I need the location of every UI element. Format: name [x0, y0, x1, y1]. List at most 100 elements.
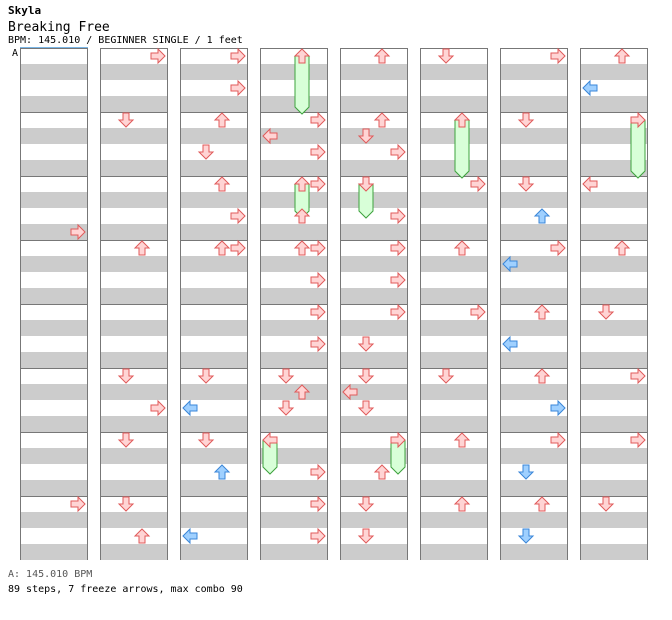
step-right-arrow — [390, 143, 406, 161]
beat-stripe — [260, 224, 328, 240]
chart-info: BPM: 145.010 / BEGINNER SINGLE / 1 feet — [8, 35, 243, 46]
step-right-arrow — [310, 271, 326, 289]
beat-stripe — [180, 512, 248, 528]
step-right-arrow — [150, 47, 166, 65]
beat-stripe — [420, 544, 488, 560]
step-up-arrow — [453, 496, 471, 512]
beat-stripe — [420, 320, 488, 336]
beat-stripe — [340, 224, 408, 240]
step-right-arrow — [230, 79, 246, 97]
beat-stripe — [20, 416, 88, 432]
step-left-arrow — [182, 399, 198, 417]
step-down-arrow — [517, 464, 535, 480]
beat-stripe — [100, 288, 168, 304]
beat-stripe — [180, 192, 248, 208]
beat-stripe — [580, 320, 648, 336]
beat-stripe — [580, 64, 648, 80]
beat-stripe — [180, 224, 248, 240]
freeze-head-down-arrow — [357, 176, 375, 192]
beat-stripe — [580, 288, 648, 304]
step-right-arrow — [310, 239, 326, 257]
beat-stripe — [20, 544, 88, 560]
step-right-arrow — [310, 335, 326, 353]
step-down-arrow — [517, 176, 535, 192]
freeze-head-left-arrow — [262, 431, 278, 449]
step-right-arrow — [310, 143, 326, 161]
step-left-arrow — [262, 127, 278, 145]
beat-stripe — [500, 256, 568, 272]
step-down-arrow — [197, 368, 215, 384]
beat-stripe — [180, 448, 248, 464]
beat-stripe — [340, 416, 408, 432]
step-right-arrow — [310, 303, 326, 321]
step-right-arrow — [550, 47, 566, 65]
step-down-arrow — [517, 112, 535, 128]
step-down-arrow — [197, 144, 215, 160]
step-right-arrow — [390, 271, 406, 289]
step-up-arrow — [533, 496, 551, 512]
beat-stripe — [580, 384, 648, 400]
freeze-head-right-arrow — [630, 111, 646, 129]
beat-stripe — [20, 320, 88, 336]
beat-stripe — [100, 384, 168, 400]
beat-stripe — [20, 512, 88, 528]
beat-stripe — [500, 544, 568, 560]
beat-stripe — [180, 352, 248, 368]
step-down-arrow — [117, 368, 135, 384]
step-down-arrow — [117, 112, 135, 128]
freeze-arrow — [294, 55, 310, 115]
beat-stripe — [500, 416, 568, 432]
step-up-arrow — [213, 464, 231, 480]
step-left-arrow — [342, 383, 358, 401]
beat-stripe — [420, 352, 488, 368]
step-up-arrow — [453, 240, 471, 256]
artist-name: Skyla — [8, 4, 42, 17]
beat-stripe — [260, 416, 328, 432]
step-right-arrow — [390, 239, 406, 257]
step-up-arrow — [533, 304, 551, 320]
beat-stripe — [100, 480, 168, 496]
beat-stripe — [20, 352, 88, 368]
step-down-arrow — [357, 128, 375, 144]
bpm-marker-line — [20, 47, 88, 48]
beat-stripe — [180, 544, 248, 560]
step-up-arrow — [293, 240, 311, 256]
beat-stripe — [580, 544, 648, 560]
beat-stripe — [420, 224, 488, 240]
step-right-arrow — [310, 527, 326, 545]
beat-stripe — [260, 320, 328, 336]
step-up-arrow — [613, 240, 631, 256]
beat-stripe — [20, 64, 88, 80]
beat-stripe — [580, 416, 648, 432]
step-right-arrow — [550, 399, 566, 417]
beat-stripe — [100, 160, 168, 176]
step-right-arrow — [230, 47, 246, 65]
step-right-arrow — [230, 239, 246, 257]
footer-stats: 89 steps, 7 freeze arrows, max combo 90 — [8, 584, 243, 595]
step-up-arrow — [533, 208, 551, 224]
step-right-arrow — [630, 431, 646, 449]
beat-stripe — [260, 96, 328, 112]
step-left-arrow — [502, 335, 518, 353]
beat-stripe — [100, 64, 168, 80]
beat-stripe — [260, 256, 328, 272]
beat-stripe — [500, 160, 568, 176]
step-up-arrow — [373, 48, 391, 64]
beat-stripe — [20, 224, 88, 240]
beat-stripe — [20, 192, 88, 208]
beat-stripe — [20, 96, 88, 112]
beat-stripe — [580, 448, 648, 464]
footer-bpm: A: 145.010 BPM — [8, 569, 93, 580]
beat-stripe — [420, 416, 488, 432]
beat-stripe — [20, 256, 88, 272]
step-down-arrow — [197, 432, 215, 448]
beat-stripe — [100, 256, 168, 272]
beat-stripe — [20, 288, 88, 304]
beat-stripe — [20, 128, 88, 144]
step-right-arrow — [150, 399, 166, 417]
bpm-marker: A — [12, 48, 19, 59]
beat-stripe — [340, 160, 408, 176]
beat-stripe — [260, 512, 328, 528]
step-down-arrow — [357, 368, 375, 384]
beat-stripe — [500, 384, 568, 400]
